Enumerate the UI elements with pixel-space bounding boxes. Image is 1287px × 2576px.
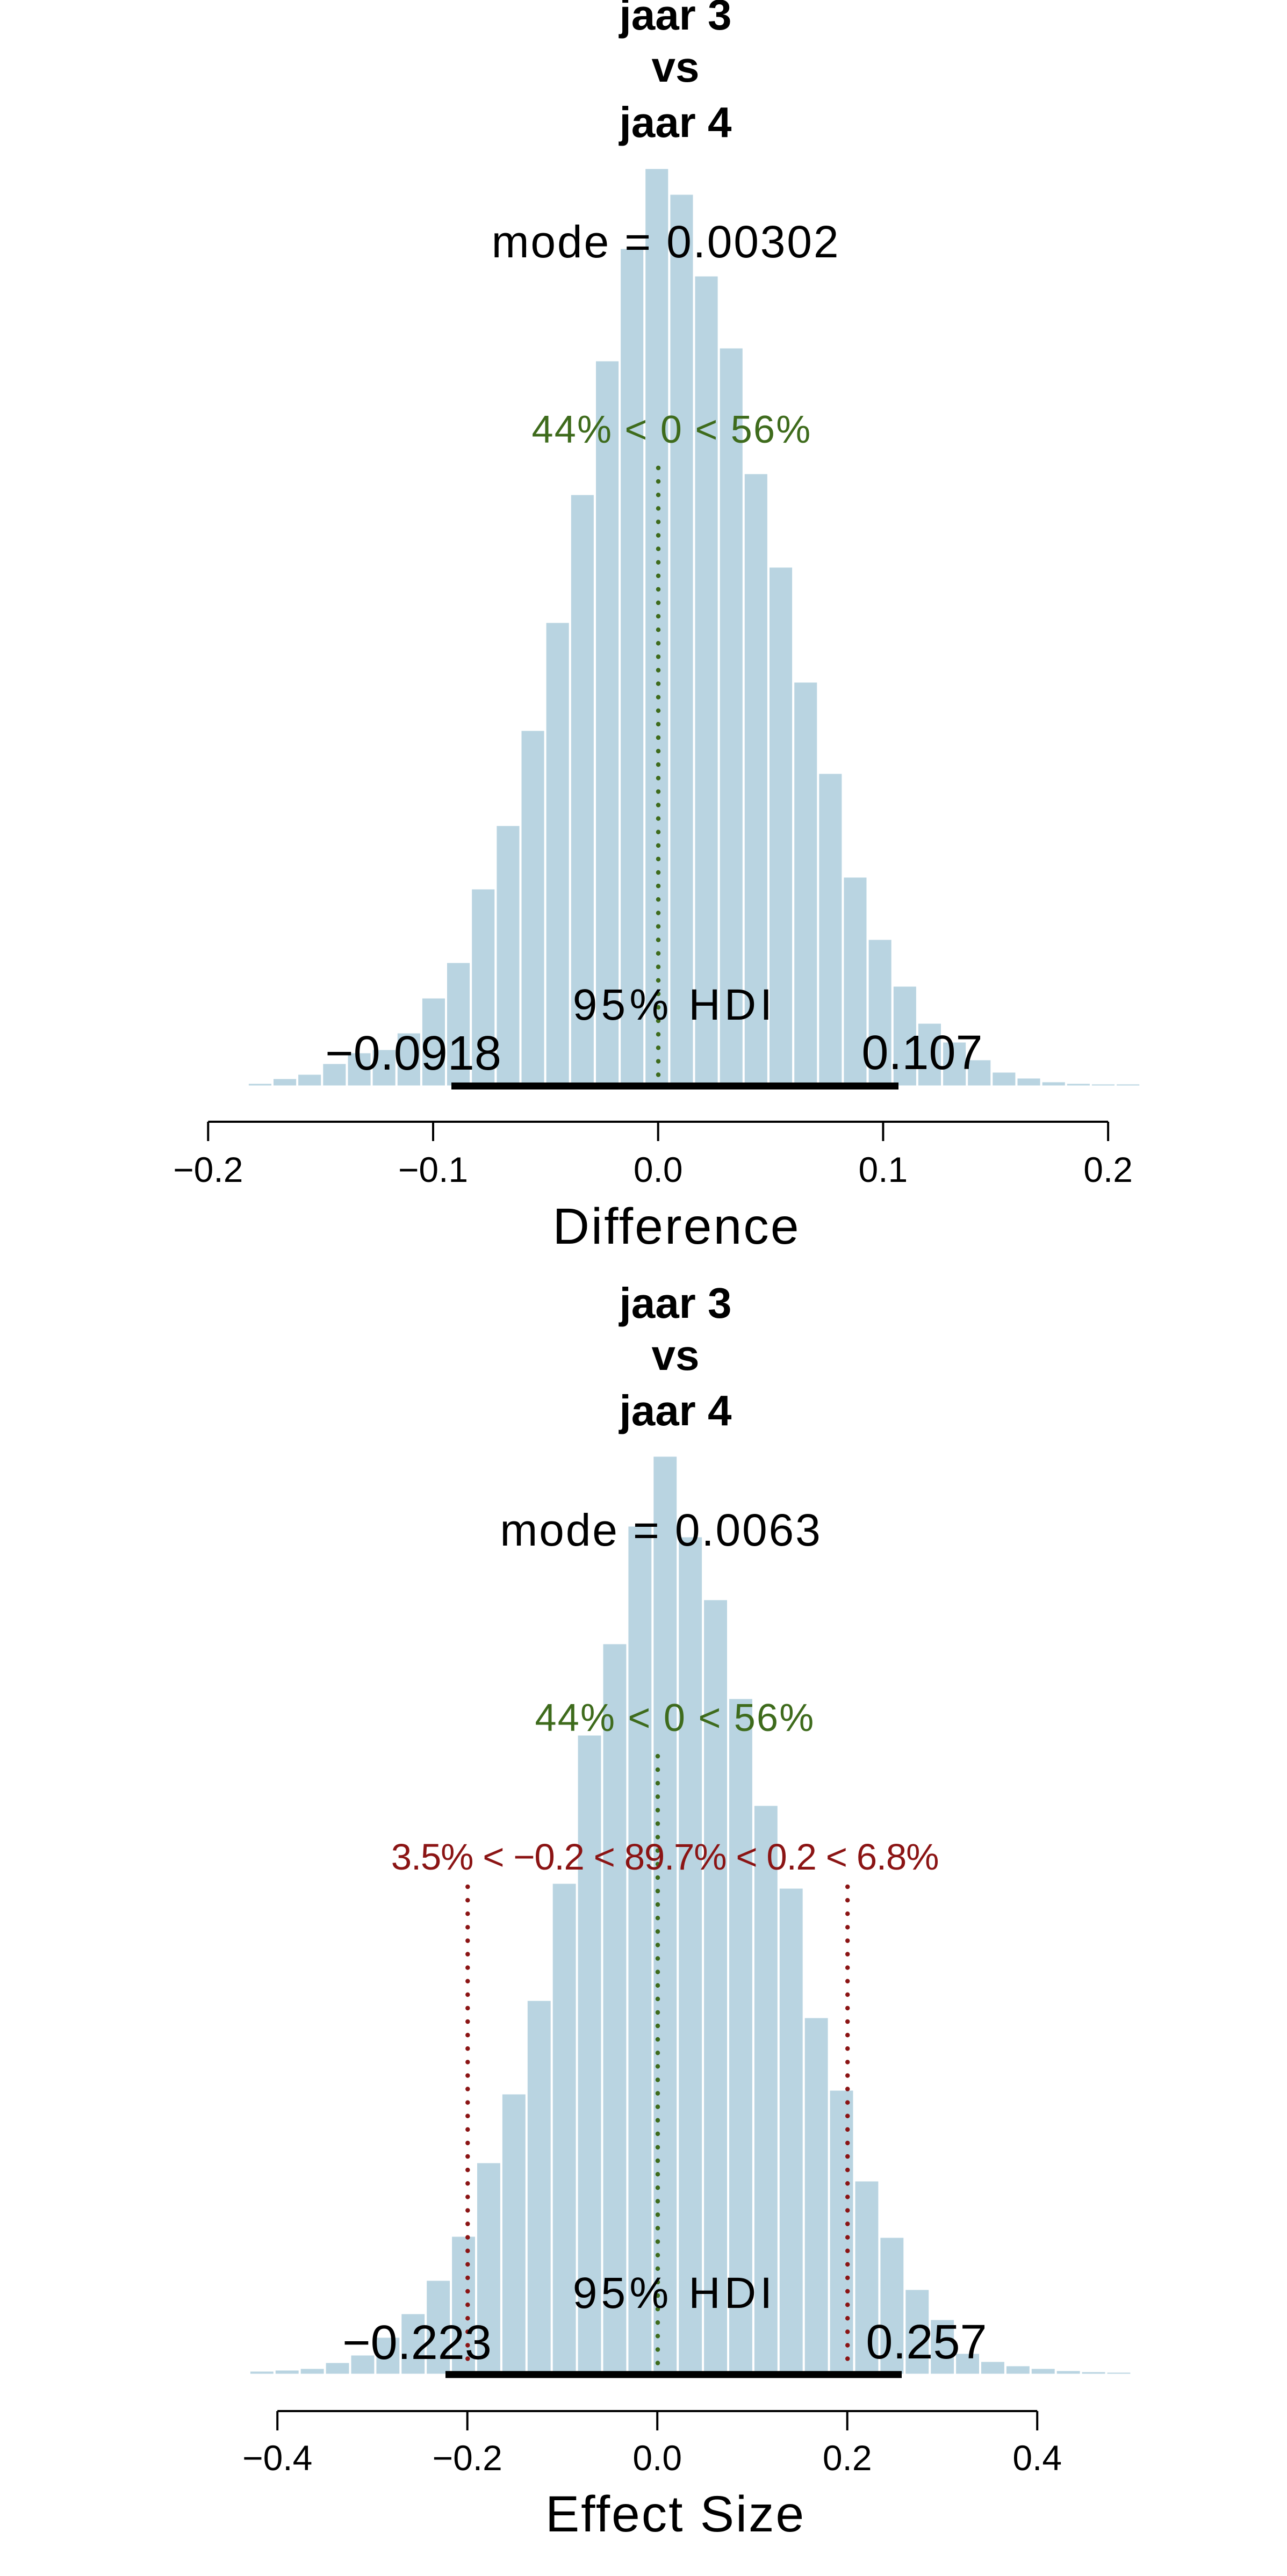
svg-text:−0.0918: −0.0918 xyxy=(325,1027,501,1080)
svg-text:0.257: 0.257 xyxy=(866,2315,987,2369)
svg-text:0.0: 0.0 xyxy=(632,2438,682,2478)
svg-text:−0.1: −0.1 xyxy=(398,1150,468,1189)
svg-text:mode = 0.0063: mode = 0.0063 xyxy=(500,1505,822,1555)
svg-text:3.5% < −0.2 < 89.7% < 0.2 < 6.: 3.5% < −0.2 < 89.7% < 0.2 < 6.8% xyxy=(391,1836,938,1878)
svg-text:vs: vs xyxy=(652,1331,700,1379)
svg-text:−0.2: −0.2 xyxy=(173,1150,243,1189)
svg-text:0.2: 0.2 xyxy=(823,2438,872,2478)
svg-text:jaar 3: jaar 3 xyxy=(618,1279,731,1327)
svg-text:95% HDI: 95% HDI xyxy=(573,2269,776,2318)
svg-text:95% HDI: 95% HDI xyxy=(573,980,776,1029)
svg-text:0.2: 0.2 xyxy=(1083,1150,1133,1189)
svg-text:44% < 0 < 56%: 44% < 0 < 56% xyxy=(532,408,812,451)
svg-text:Difference: Difference xyxy=(552,1198,800,1255)
svg-text:vs: vs xyxy=(652,43,700,91)
svg-text:mode = 0.00302: mode = 0.00302 xyxy=(492,217,840,267)
svg-text:0.4: 0.4 xyxy=(1012,2438,1062,2478)
svg-text:0.0: 0.0 xyxy=(634,1150,683,1189)
svg-text:−0.223: −0.223 xyxy=(342,2316,492,2370)
svg-text:jaar 4: jaar 4 xyxy=(618,1387,732,1434)
svg-text:jaar 4: jaar 4 xyxy=(618,98,732,146)
svg-text:0.1: 0.1 xyxy=(859,1150,908,1189)
svg-text:−0.4: −0.4 xyxy=(242,2438,312,2478)
svg-text:0.107: 0.107 xyxy=(861,1026,982,1080)
svg-text:Effect Size: Effect Size xyxy=(545,2486,806,2543)
svg-text:jaar 3: jaar 3 xyxy=(618,0,731,39)
svg-text:−0.2: −0.2 xyxy=(433,2438,502,2478)
svg-text:44% < 0 < 56%: 44% < 0 < 56% xyxy=(535,1697,815,1740)
